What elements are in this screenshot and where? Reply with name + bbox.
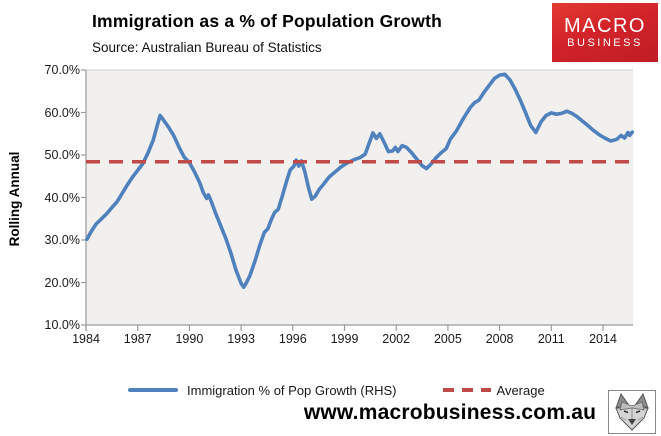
x-tick-label: 1999 — [330, 332, 359, 346]
x-tick-label: 1987 — [123, 332, 152, 346]
x-tick-label: 2011 — [537, 332, 565, 346]
legend-label-average: Average — [496, 382, 545, 398]
x-tick-label: 2002 — [382, 332, 411, 346]
source-subtitle: Source: Australian Bureau of Statistics — [92, 40, 322, 55]
y-tick-label: 40.0% — [44, 190, 80, 205]
macrobusiness-logo: MACRO BUSINESS — [552, 3, 658, 62]
legend-label-immigration: Immigration % of Pop Growth (RHS) — [187, 382, 397, 398]
y-axis-title: Rolling Annual — [7, 151, 22, 247]
x-tick-label: 2008 — [485, 332, 514, 346]
wolf-icon — [615, 393, 649, 431]
plot-area — [86, 70, 633, 325]
y-tick-label: 70.0% — [44, 63, 80, 77]
logo-text-business: BUSINESS — [567, 37, 643, 49]
x-tick-label: 1993 — [227, 332, 255, 346]
page-title: Immigration as a % of Population Growth — [92, 11, 443, 31]
x-tick-label: 1990 — [175, 332, 204, 346]
logo-text-macro: MACRO — [564, 15, 646, 37]
y-tick-label: 20.0% — [44, 275, 80, 290]
y-tick-label: 30.0% — [44, 233, 80, 247]
website-url: www.macrobusiness.com.au — [303, 401, 597, 424]
x-tick-label: 1996 — [278, 332, 307, 346]
y-tick-label: 10.0% — [44, 318, 80, 332]
x-tick-label: 2005 — [433, 332, 462, 346]
x-tick-label: 2014 — [589, 332, 617, 346]
y-tick-label: 50.0% — [44, 148, 80, 162]
immigration-data-line — [85, 72, 635, 290]
y-tick-label: 60.0% — [44, 105, 80, 120]
legend-dash-sample-icon — [442, 388, 491, 392]
wolf-logo — [608, 390, 656, 434]
chart-legend: Immigration % of Pop Growth (RHS) Averag… — [128, 381, 545, 399]
legend-line-sample-icon — [128, 388, 178, 392]
x-tick-label: 1984 — [72, 332, 100, 346]
